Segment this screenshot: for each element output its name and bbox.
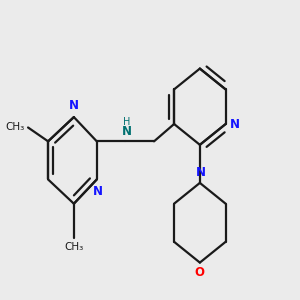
Text: N: N xyxy=(196,167,206,179)
Text: CH₃: CH₃ xyxy=(5,122,25,133)
Text: CH₃: CH₃ xyxy=(64,242,83,252)
Text: N: N xyxy=(230,118,240,130)
Text: N: N xyxy=(93,184,103,198)
Text: N: N xyxy=(69,99,79,112)
Text: N: N xyxy=(122,125,132,138)
Text: H: H xyxy=(123,118,130,128)
Text: O: O xyxy=(195,266,205,279)
